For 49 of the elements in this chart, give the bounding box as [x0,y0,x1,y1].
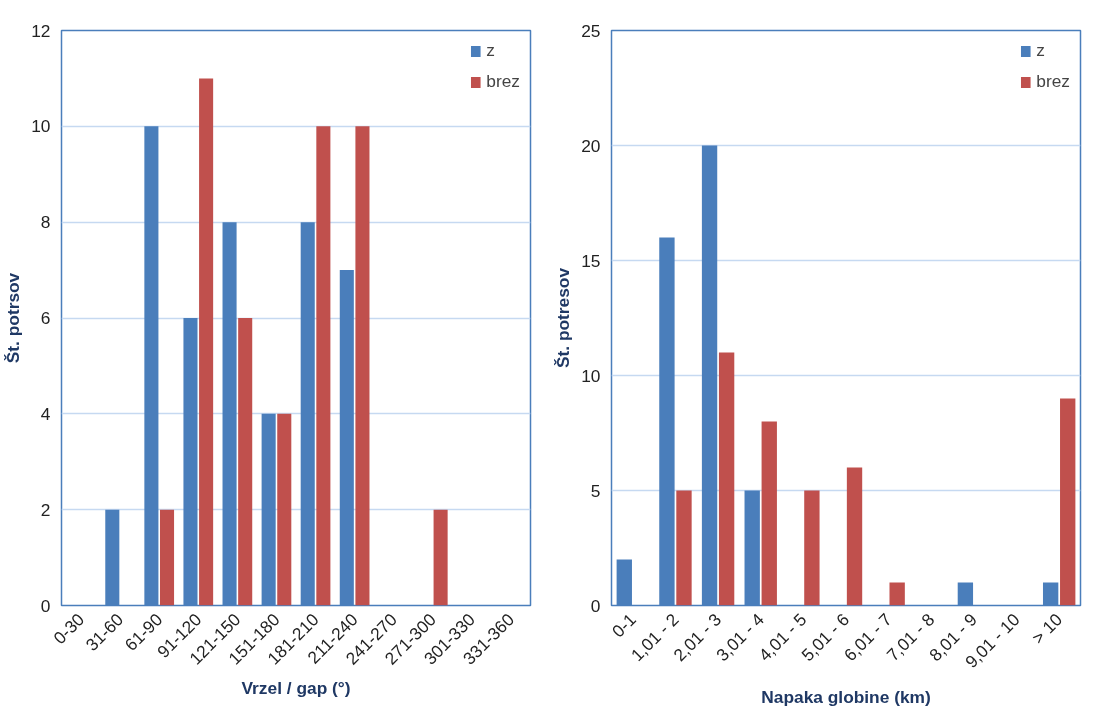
bar [718,352,735,606]
bar [277,413,292,606]
bar [355,126,370,606]
bar [616,559,632,606]
y-axis-title: Št. potrsov [3,272,24,364]
y-tick-label: 2 [40,499,51,520]
legend-label: brez [486,71,520,92]
y-tick-label: 5 [590,480,601,501]
bar [1042,582,1059,606]
bar [144,126,159,606]
y-tick-label: 4 [40,403,51,424]
x-axis-title: Vrzel / gap (°) [241,677,351,698]
bar [846,467,863,606]
legend-label: z [1036,40,1046,61]
bar [300,222,315,606]
y-axis-title: Št. potresov [553,267,574,369]
y-tick-label: 6 [40,308,51,328]
y-tick-label: 8 [40,212,51,233]
bar [183,318,198,606]
bar [238,318,253,606]
bar [676,490,692,606]
y-tick-label: 10 [31,116,51,137]
y-tick-label: 0 [40,595,51,616]
bar [339,270,354,606]
bar [804,490,820,606]
y-tick-label: 20 [581,135,601,156]
bar [744,490,760,606]
bar [659,237,675,606]
legend-label: z [486,40,496,61]
x-axis-title: Napaka globine (km) [761,687,931,708]
bar [159,509,175,606]
bar [1060,398,1076,606]
x-tick-label: > 10 [1027,609,1067,648]
y-tick-label: 10 [581,365,601,386]
legend-label: brez [1036,71,1070,92]
y-tick-label: 15 [581,250,601,271]
bar [105,509,120,606]
bar [261,413,276,606]
bar [889,582,905,606]
bar [433,509,448,606]
y-tick-label: 12 [31,20,51,41]
y-tick-label: 0 [590,595,601,616]
y-tick-label: 25 [581,20,601,41]
bar [701,145,718,606]
bar [222,222,237,606]
bar [316,126,331,606]
bar [761,421,777,606]
bar [957,582,974,606]
bar [199,78,214,606]
